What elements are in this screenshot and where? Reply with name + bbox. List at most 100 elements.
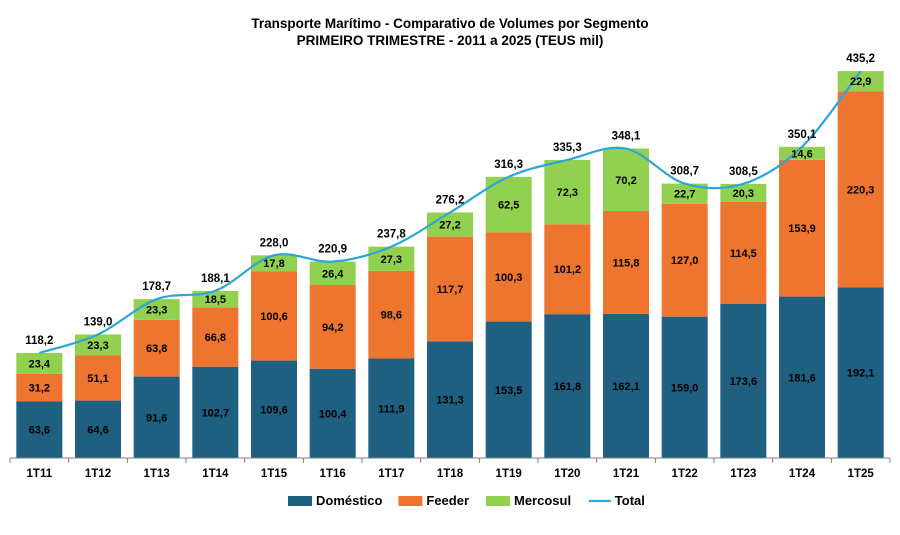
total-series-line <box>38 70 862 354</box>
bar-segment-feeder-1t11 <box>16 373 63 402</box>
x-tick-label-1t17: 1T17 <box>378 468 404 480</box>
bar-segment-feeder-1t25 <box>837 91 884 288</box>
data-label-feeder-1t12: 51,1 <box>87 373 108 385</box>
total-label-1t21: 348,1 <box>612 131 641 143</box>
data-label-feeder-1t23: 114,5 <box>730 248 757 260</box>
x-tick-label-1t11: 1T11 <box>27 468 53 480</box>
bar-segment-doméstico-1t13 <box>133 376 180 458</box>
chart-subtitle: PRIMEIRO TRIMESTRE - 2011 a 2025 (TEUS m… <box>297 33 604 48</box>
x-tick-label-1t24: 1T24 <box>789 468 816 480</box>
data-label-mercosul-1t13: 23,3 <box>146 305 167 317</box>
data-label-feeder-1t21: 115,8 <box>613 257 640 269</box>
bar-segment-feeder-1t14 <box>192 307 239 367</box>
data-label-feeder-1t20: 101,2 <box>554 264 582 276</box>
bar-segment-mercosul-1t22 <box>661 183 708 204</box>
data-label-mercosul-1t12: 23,3 <box>87 340 108 352</box>
data-label-feeder-1t11: 31,2 <box>29 383 50 395</box>
legend-swatch-mercosul <box>486 496 510 506</box>
bar-segment-mercosul-1t14 <box>192 290 239 308</box>
total-label-1t24: 350,1 <box>788 129 817 141</box>
bar-segment-doméstico-1t21 <box>603 313 649 458</box>
x-tick-label-1t19: 1T19 <box>496 468 522 480</box>
total-label-1t15: 228,0 <box>260 237 289 249</box>
x-tick-label-1t12: 1T12 <box>85 468 111 480</box>
data-label-doméstico-1t13: 91,6 <box>146 412 167 424</box>
bar-segment-feeder-1t17 <box>368 270 415 359</box>
bar-segment-feeder-1t19 <box>485 232 532 322</box>
total-label-1t11: 118,2 <box>25 335 53 347</box>
data-label-mercosul-1t20: 72,3 <box>557 187 578 199</box>
bar-segment-doméstico-1t22 <box>661 316 708 458</box>
data-label-feeder-1t18: 117,7 <box>437 284 464 296</box>
bar-segment-doméstico-1t25 <box>837 287 884 458</box>
bar-segment-mercosul-1t23 <box>720 183 767 202</box>
bar-segment-mercosul-1t16 <box>309 261 356 286</box>
data-label-feeder-1t14: 66,8 <box>205 332 226 344</box>
x-tick-label-1t16: 1T16 <box>320 468 346 480</box>
data-label-feeder-1t19: 100,3 <box>495 272 523 284</box>
bar-segment-mercosul-1t20 <box>544 159 591 225</box>
data-label-feeder-1t22: 127,0 <box>671 255 699 267</box>
data-label-feeder-1t25: 220,3 <box>847 184 875 196</box>
total-label-1t14: 188,1 <box>201 273 230 285</box>
data-label-mercosul-1t11: 23,4 <box>29 358 51 370</box>
data-label-doméstico-1t14: 102,7 <box>202 407 230 419</box>
chart-title: Transporte Marítimo - Comparativo de Vol… <box>251 16 648 31</box>
data-label-feeder-1t13: 63,8 <box>146 343 167 355</box>
bar-segment-feeder-1t24 <box>779 159 825 297</box>
bar-segment-feeder-1t22 <box>661 203 708 317</box>
legend-label-total: Total <box>615 493 645 508</box>
bar-segment-doméstico-1t16 <box>309 368 356 458</box>
total-label-1t25: 435,2 <box>846 53 875 65</box>
data-label-doméstico-1t18: 131,3 <box>436 395 464 407</box>
bar-segment-doméstico-1t18 <box>427 341 473 458</box>
data-label-feeder-1t16: 94,2 <box>322 322 343 334</box>
data-label-doméstico-1t15: 109,6 <box>260 404 288 416</box>
bar-segment-doméstico-1t12 <box>75 400 121 458</box>
data-label-doméstico-1t24: 181,6 <box>788 372 816 384</box>
data-label-mercosul-1t19: 62,5 <box>498 200 519 212</box>
x-tick-label-1t20: 1T20 <box>554 468 580 480</box>
data-label-mercosul-1t17: 27,3 <box>381 254 402 266</box>
bar-segment-feeder-1t12 <box>75 355 121 401</box>
x-tick-label-1t22: 1T22 <box>672 468 698 480</box>
total-label-1t13: 178,7 <box>142 281 171 293</box>
total-label-1t22: 308,7 <box>670 166 699 178</box>
data-label-feeder-1t15: 100,6 <box>260 311 288 323</box>
bar-segment-doméstico-1t17 <box>368 358 415 458</box>
data-label-doméstico-1t16: 100,4 <box>319 408 347 420</box>
total-label-1t16: 220,9 <box>318 244 347 256</box>
bar-segment-doméstico-1t23 <box>720 303 767 458</box>
legend-label-mercosul: Mercosul <box>514 493 571 508</box>
bar-segment-doméstico-1t19 <box>485 321 532 458</box>
data-label-mercosul-1t23: 20,3 <box>733 188 754 200</box>
legend-label-feeder: Feeder <box>426 493 469 508</box>
x-tick-label-1t23: 1T23 <box>730 468 756 480</box>
data-label-mercosul-1t18: 27,2 <box>439 220 460 232</box>
bar-segment-doméstico-1t11 <box>16 401 63 458</box>
data-label-mercosul-1t25: 22,9 <box>850 76 871 88</box>
total-label-1t18: 276,2 <box>436 194 465 206</box>
data-label-mercosul-1t22: 22,7 <box>674 189 695 201</box>
bar-segment-doméstico-1t20 <box>544 314 591 458</box>
legend-swatch-feeder <box>398 496 423 506</box>
bar-segment-feeder-1t15 <box>251 271 297 361</box>
bar-segment-doméstico-1t24 <box>779 296 825 458</box>
x-tick-label-1t25: 1T25 <box>848 468 875 480</box>
total-label-1t17: 237,8 <box>377 229 406 241</box>
data-label-doméstico-1t25: 192,1 <box>847 368 875 380</box>
x-tick-label-1t15: 1T15 <box>261 468 288 480</box>
data-label-mercosul-1t15: 17,8 <box>263 258 284 270</box>
data-label-doméstico-1t23: 173,6 <box>730 376 758 388</box>
total-label-1t20: 335,3 <box>553 142 582 154</box>
bar-segment-doméstico-1t15 <box>251 360 297 458</box>
data-label-mercosul-1t24: 14,6 <box>791 148 812 160</box>
bar-segment-mercosul-1t17 <box>368 246 415 271</box>
x-tick-label-1t13: 1T13 <box>144 468 170 480</box>
bar-segment-feeder-1t18 <box>427 236 473 342</box>
legend-swatch-doméstico <box>288 496 312 506</box>
total-label-1t23: 308,5 <box>729 166 758 178</box>
bar-segment-feeder-1t21 <box>603 210 649 314</box>
